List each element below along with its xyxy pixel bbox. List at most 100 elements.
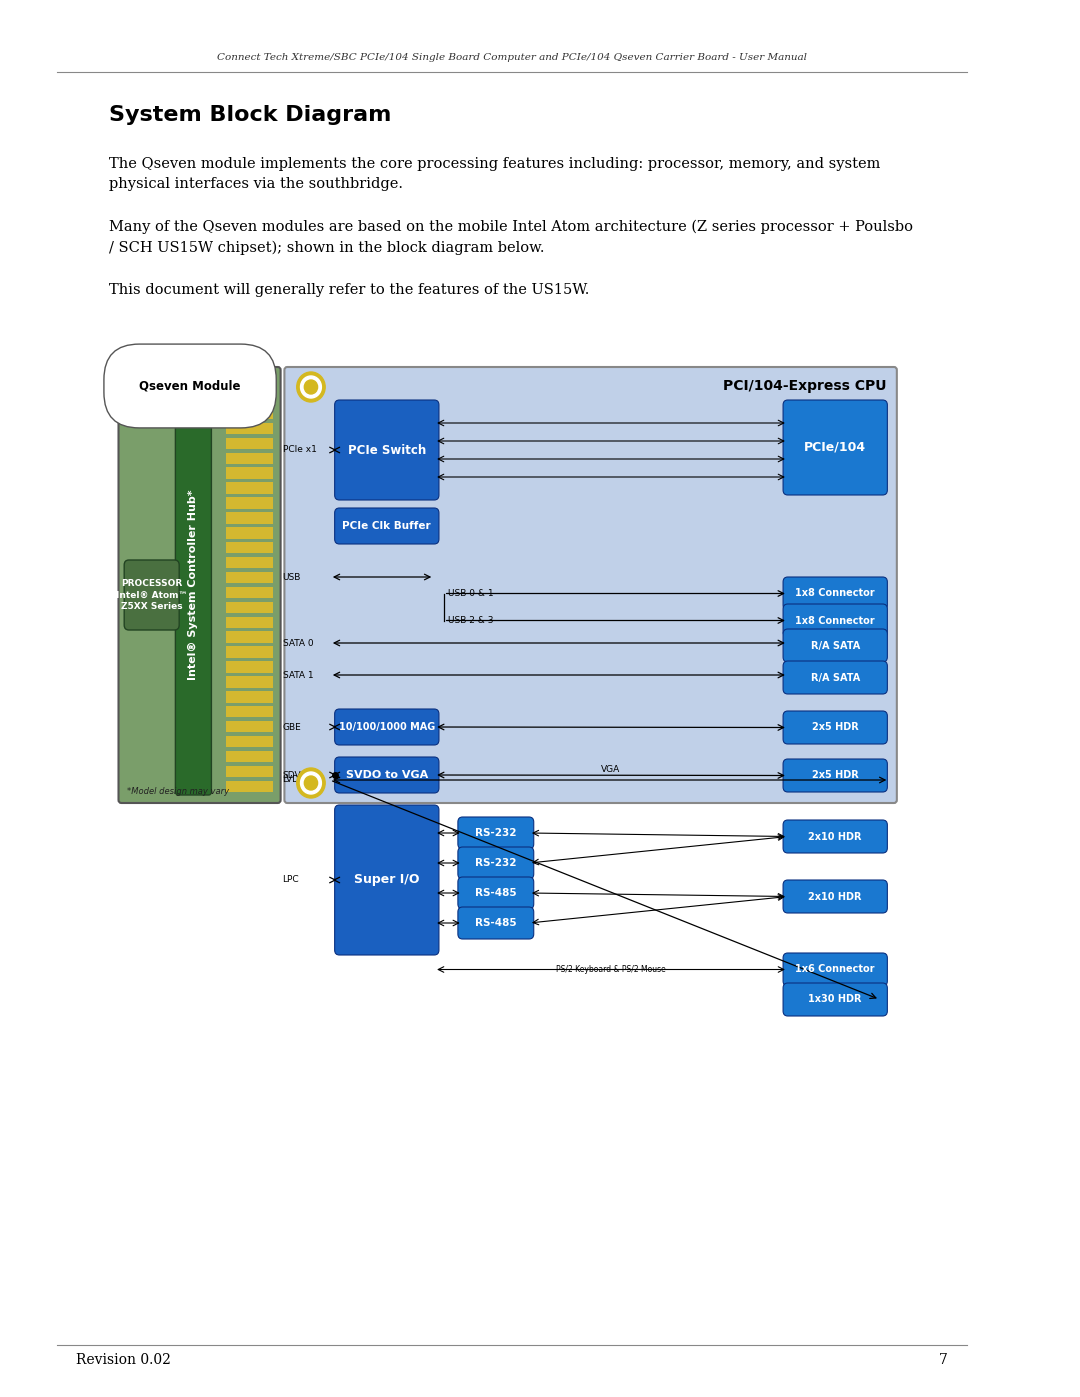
- FancyBboxPatch shape: [458, 907, 534, 939]
- Text: SDVO: SDVO: [283, 771, 308, 780]
- Text: VGA: VGA: [602, 766, 621, 774]
- Bar: [226, 587, 273, 598]
- Text: RS-485: RS-485: [475, 888, 516, 898]
- FancyBboxPatch shape: [458, 847, 534, 879]
- Text: RS-232: RS-232: [475, 858, 516, 868]
- Text: SATA 0: SATA 0: [283, 638, 313, 647]
- Text: USB 2 & 3: USB 2 & 3: [448, 616, 494, 624]
- Text: 1x6 Connector: 1x6 Connector: [796, 964, 875, 975]
- FancyBboxPatch shape: [783, 759, 888, 792]
- Circle shape: [300, 376, 322, 398]
- FancyBboxPatch shape: [783, 953, 888, 986]
- FancyBboxPatch shape: [783, 661, 888, 694]
- FancyBboxPatch shape: [783, 577, 888, 610]
- Bar: [226, 616, 273, 629]
- Text: 2x5 HDR: 2x5 HDR: [812, 722, 859, 732]
- Text: LVDS: LVDS: [283, 775, 306, 785]
- Text: Revision 0.02: Revision 0.02: [76, 1354, 171, 1368]
- Text: USB 0 & 1: USB 0 & 1: [448, 590, 494, 598]
- Text: RS-232: RS-232: [475, 828, 516, 838]
- Text: 2x5 HDR: 2x5 HDR: [812, 771, 859, 781]
- Text: 7: 7: [940, 1354, 948, 1368]
- FancyBboxPatch shape: [124, 560, 179, 630]
- FancyBboxPatch shape: [335, 400, 438, 500]
- Text: PCI/104-Express CPU: PCI/104-Express CPU: [723, 379, 887, 393]
- Text: 2x10 HDR: 2x10 HDR: [809, 831, 862, 841]
- Text: Qseven Module: Qseven Module: [139, 380, 241, 393]
- Bar: [226, 631, 273, 643]
- Bar: [226, 705, 273, 718]
- Bar: [226, 437, 273, 448]
- Text: SATA 1: SATA 1: [283, 671, 313, 679]
- Text: PCIe x1: PCIe x1: [283, 446, 316, 454]
- Text: Super I/O: Super I/O: [354, 873, 419, 887]
- Text: PS/2 Keyboard & PS/2 Mouse: PS/2 Keyboard & PS/2 Mouse: [556, 965, 666, 974]
- FancyBboxPatch shape: [458, 877, 534, 909]
- Bar: [226, 393, 273, 404]
- Bar: [226, 647, 273, 658]
- Bar: [226, 423, 273, 434]
- Bar: [226, 781, 273, 792]
- Bar: [226, 692, 273, 703]
- Circle shape: [305, 380, 318, 394]
- Circle shape: [305, 775, 318, 789]
- Bar: [226, 527, 273, 538]
- FancyBboxPatch shape: [783, 983, 888, 1016]
- Bar: [226, 661, 273, 673]
- Text: PCIe Switch: PCIe Switch: [348, 443, 426, 457]
- Bar: [226, 736, 273, 747]
- Bar: [226, 676, 273, 687]
- Bar: [226, 408, 273, 419]
- FancyBboxPatch shape: [175, 374, 212, 795]
- Text: 10/100/1000 MAG: 10/100/1000 MAG: [339, 722, 435, 732]
- Circle shape: [297, 768, 325, 798]
- FancyBboxPatch shape: [783, 820, 888, 854]
- Bar: [226, 602, 273, 613]
- Text: USB: USB: [283, 573, 301, 581]
- Bar: [226, 542, 273, 553]
- Bar: [226, 766, 273, 777]
- FancyBboxPatch shape: [783, 629, 888, 662]
- Bar: [226, 513, 273, 524]
- Bar: [226, 721, 273, 732]
- Text: PCIe/104: PCIe/104: [805, 441, 866, 454]
- Text: System Block Diagram: System Block Diagram: [109, 105, 391, 124]
- Text: Intel® System Controller Hub*: Intel® System Controller Hub*: [188, 490, 199, 680]
- FancyBboxPatch shape: [783, 400, 888, 495]
- FancyBboxPatch shape: [783, 880, 888, 914]
- Bar: [226, 497, 273, 509]
- Bar: [226, 379, 273, 390]
- FancyBboxPatch shape: [335, 757, 438, 793]
- Bar: [226, 453, 273, 464]
- FancyBboxPatch shape: [335, 710, 438, 745]
- Text: 1x8 Connector: 1x8 Connector: [795, 616, 875, 626]
- Text: PCIe Clk Buffer: PCIe Clk Buffer: [342, 521, 431, 531]
- Text: RS-485: RS-485: [475, 918, 516, 928]
- Circle shape: [300, 773, 322, 793]
- Text: This document will generally refer to the features of the US15W.: This document will generally refer to th…: [109, 284, 590, 298]
- Bar: [226, 468, 273, 479]
- FancyBboxPatch shape: [335, 509, 438, 543]
- Text: 1x8 Connector: 1x8 Connector: [795, 588, 875, 598]
- Text: Many of the Qseven modules are based on the mobile Intel Atom architecture (Z se: Many of the Qseven modules are based on …: [109, 219, 913, 256]
- Bar: [226, 482, 273, 493]
- Text: Connect Tech Xtreme/SBC PCIe/104 Single Board Computer and PCIe/104 Qseven Carri: Connect Tech Xtreme/SBC PCIe/104 Single …: [217, 53, 807, 63]
- Circle shape: [297, 372, 325, 402]
- FancyBboxPatch shape: [783, 711, 888, 745]
- Bar: [226, 571, 273, 584]
- Bar: [226, 750, 273, 763]
- Text: LPC: LPC: [283, 876, 299, 884]
- Text: 1x30 HDR: 1x30 HDR: [809, 995, 862, 1004]
- FancyBboxPatch shape: [119, 367, 281, 803]
- Text: PROCESSOR
Intel® Atom™
Z5XX Series: PROCESSOR Intel® Atom™ Z5XX Series: [116, 578, 188, 612]
- FancyBboxPatch shape: [783, 604, 888, 637]
- Text: GBE: GBE: [283, 722, 301, 732]
- Text: R/A SATA: R/A SATA: [811, 640, 860, 651]
- FancyBboxPatch shape: [284, 367, 896, 803]
- Text: R/A SATA: R/A SATA: [811, 672, 860, 683]
- Text: SVDO to VGA: SVDO to VGA: [346, 770, 428, 780]
- FancyBboxPatch shape: [335, 805, 438, 956]
- Bar: [226, 557, 273, 569]
- Text: 2x10 HDR: 2x10 HDR: [809, 891, 862, 901]
- FancyBboxPatch shape: [458, 817, 534, 849]
